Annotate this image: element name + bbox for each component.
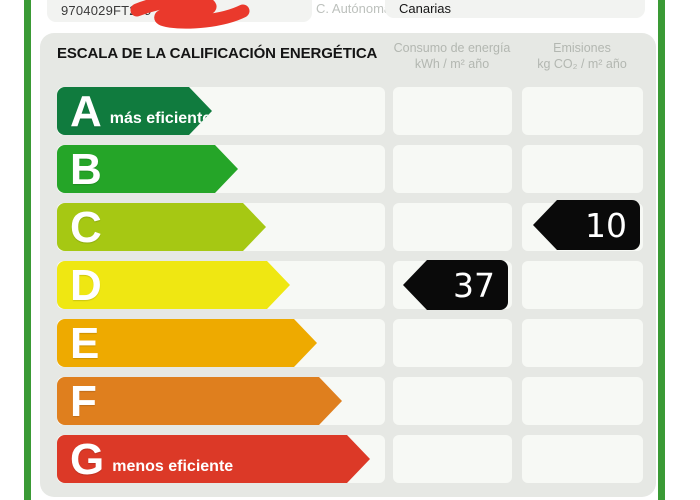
rating-letter-e: E — [70, 318, 100, 368]
consumo-header-title: Consumo de energía — [393, 41, 511, 55]
rating-letter-g: G — [70, 434, 105, 484]
emisiones-cell — [522, 261, 643, 309]
rating-label-a: más eficiente — [109, 110, 212, 127]
rating-row-c: C 10 — [40, 200, 656, 251]
consumo-cell — [393, 319, 512, 367]
emisiones-header-unit: kg CO₂ / m² año — [537, 57, 627, 71]
rating-row-e: E — [40, 319, 656, 367]
rating-arrow-g: G menos eficiente — [57, 435, 370, 483]
region-field-value: Canarias — [399, 0, 452, 16]
emisiones-value: 10 — [585, 205, 627, 245]
region-field-label: C. Autónoma — [316, 1, 392, 16]
rating-letter-c: C — [70, 202, 102, 252]
rating-letter-d: D — [70, 260, 102, 310]
rating-letter-f: F — [70, 376, 97, 426]
rating-arrow-a: A más eficiente — [57, 87, 212, 135]
emisiones-cell — [522, 435, 643, 483]
emisiones-value-marker: 10 — [533, 200, 640, 250]
emisiones-cell — [522, 145, 643, 193]
energy-scale-panel: ESCALA DE LA CALIFICACIÓN ENERGÉTICA Con… — [40, 33, 656, 497]
consumo-value: 37 — [453, 265, 495, 305]
rating-row-f: F — [40, 377, 656, 425]
rating-arrow-e: E — [57, 319, 317, 367]
rating-label-g: menos eficiente — [112, 458, 234, 475]
emisiones-cell — [522, 87, 643, 135]
consumo-column-header: Consumo de energía kWh / m² año — [367, 40, 537, 72]
rating-arrow-d: D — [57, 261, 290, 309]
region-field[interactable]: Canarias — [385, 0, 645, 18]
emisiones-column-header: Emisiones kg CO₂ / m² año — [497, 40, 667, 72]
consumo-cell — [393, 87, 512, 135]
rating-row-b: B — [40, 145, 656, 193]
emisiones-cell — [522, 377, 643, 425]
right-green-border — [658, 0, 665, 500]
rating-row-a: A más eficiente — [40, 87, 656, 135]
rating-row-d: D 37 — [40, 260, 656, 310]
consumo-cell — [393, 435, 512, 483]
rating-arrow-b: B — [57, 145, 238, 193]
panel-title: ESCALA DE LA CALIFICACIÓN ENERGÉTICA — [57, 45, 378, 62]
consumo-value-marker: 37 — [403, 260, 508, 310]
emisiones-cell — [522, 319, 643, 367]
consumo-cell — [393, 203, 512, 251]
rating-letter-b: B — [70, 144, 102, 194]
consumo-cell — [393, 145, 512, 193]
rating-row-g: G menos eficiente — [40, 435, 656, 483]
rating-arrow-c: C — [57, 203, 266, 251]
certificate-code-value: 9704029FT209 — [61, 2, 152, 18]
rating-letter-a: A — [70, 86, 102, 136]
rating-arrow-f: F — [57, 377, 342, 425]
left-green-border — [24, 0, 31, 500]
emisiones-header-title: Emisiones — [553, 41, 611, 55]
consumo-cell — [393, 377, 512, 425]
certificate-code-field[interactable]: 9704029FT209 — [47, 0, 312, 22]
consumo-header-unit: kWh / m² año — [414, 57, 490, 71]
